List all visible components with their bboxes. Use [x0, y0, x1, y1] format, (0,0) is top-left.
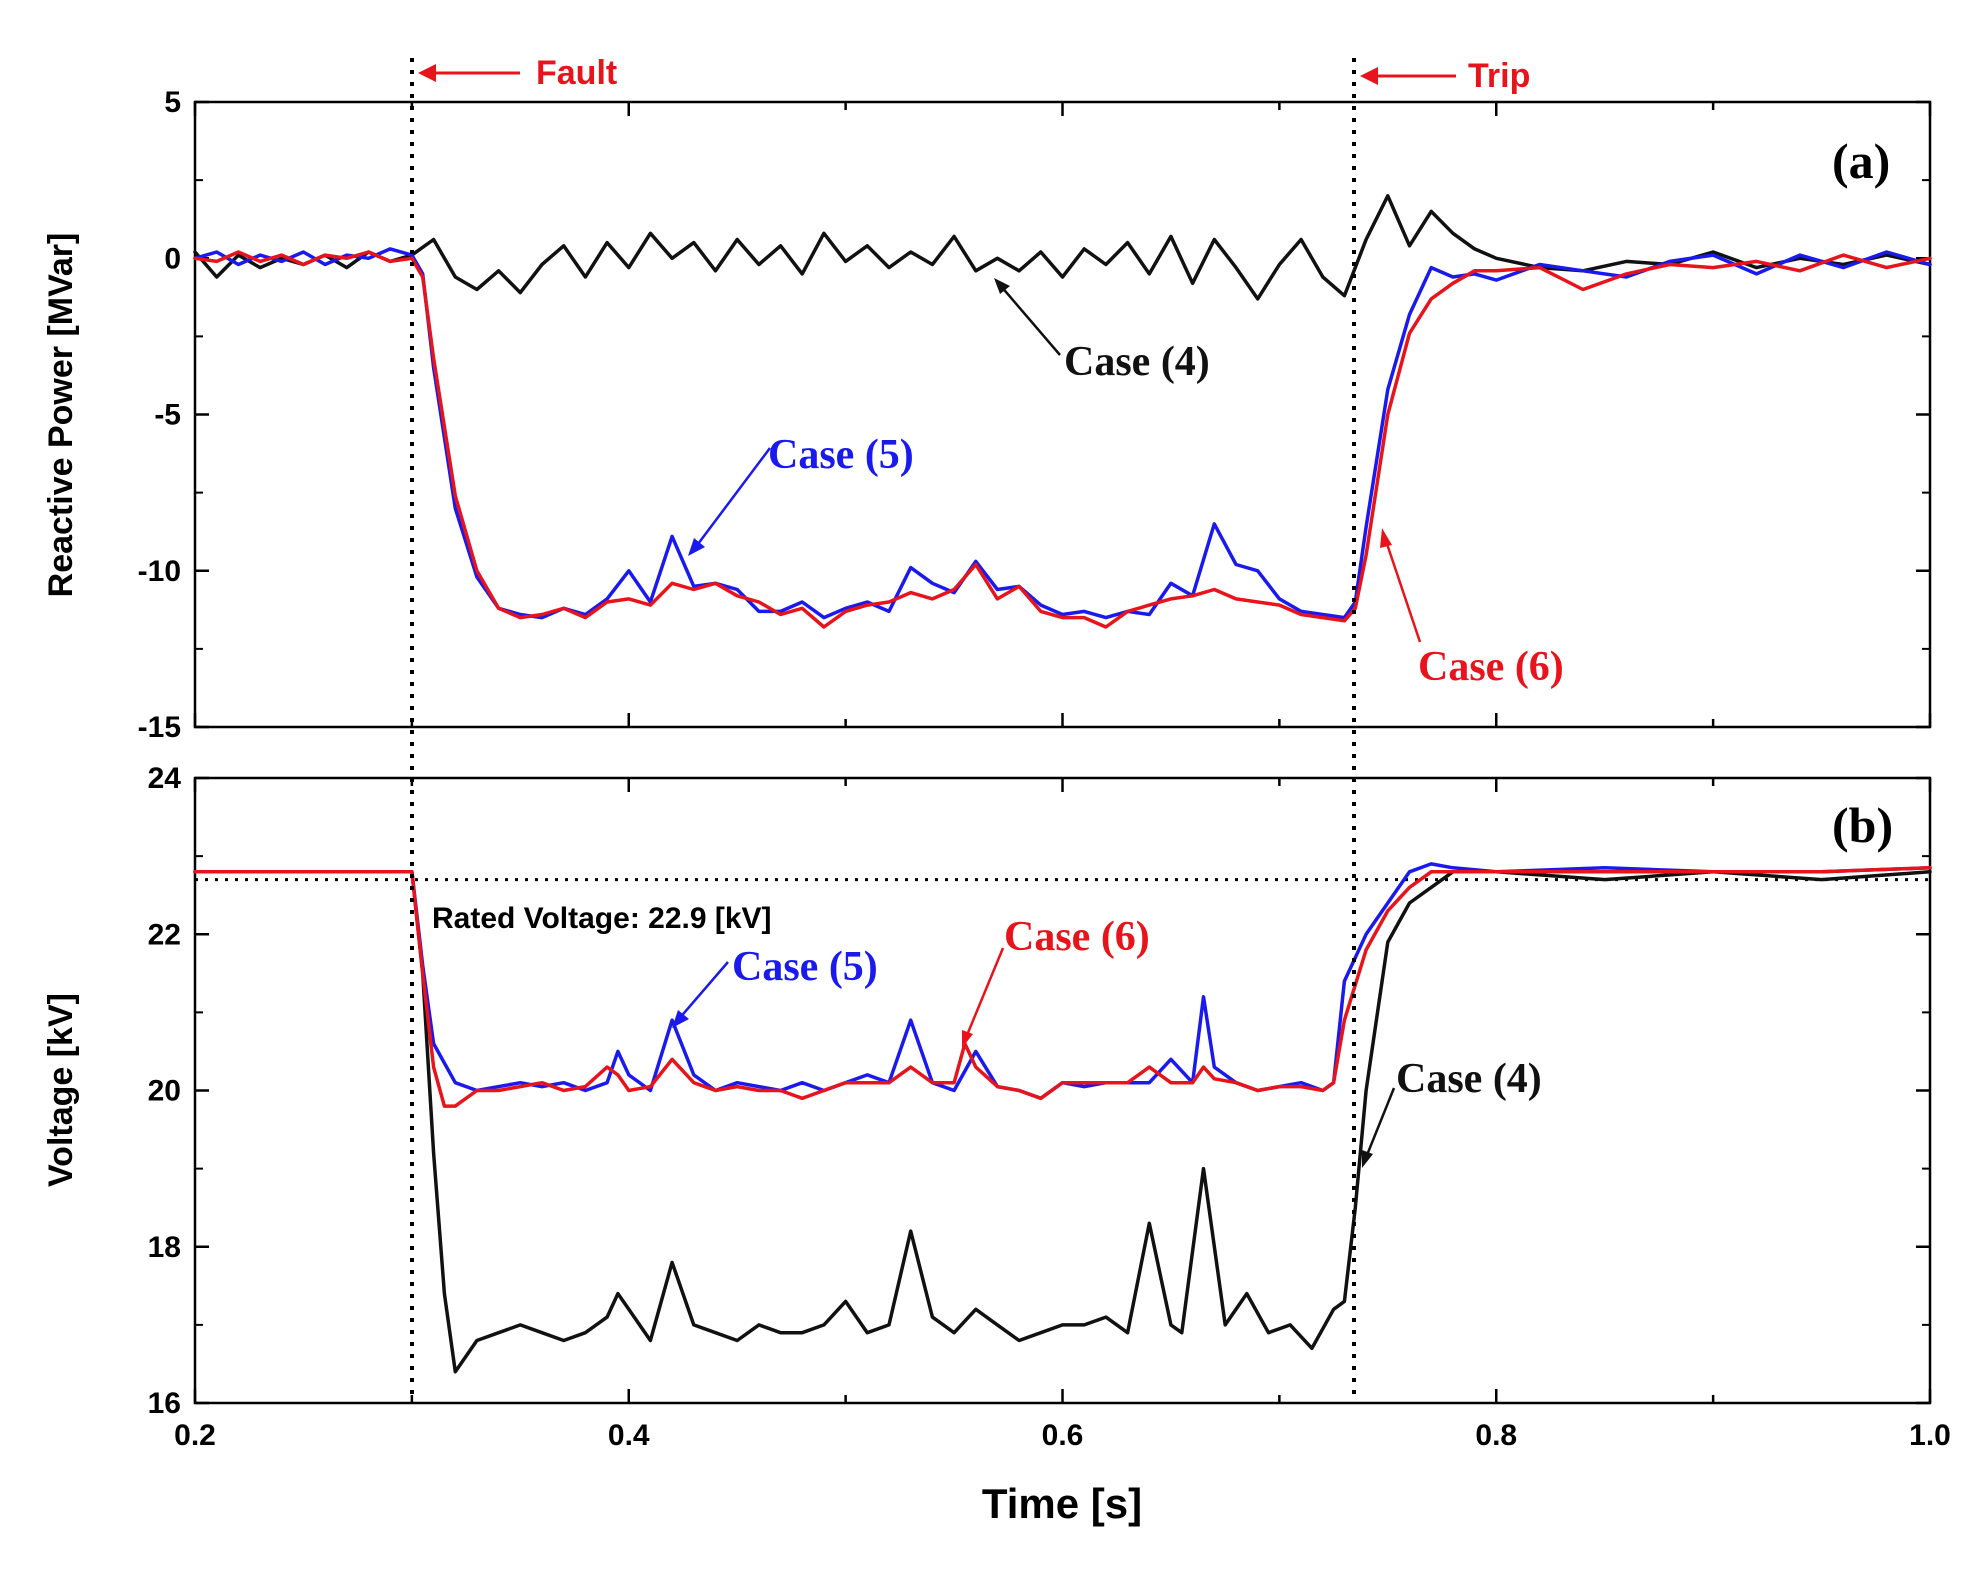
panel-a-frame: [193, 100, 1932, 729]
annotation-b-case6: Case (6): [962, 914, 1150, 1048]
x-tick-label: 1.0: [1909, 1419, 1951, 1452]
y-tick-label: -15: [138, 711, 181, 744]
y-tick-label: 5: [164, 86, 181, 119]
series-line-case4: [193, 870, 1932, 1374]
series-line-case6: [193, 866, 1932, 1108]
fault-event-marker: Fault: [418, 54, 617, 92]
panel-a-ylabel: Reactive Power [MVar]: [42, 233, 80, 598]
y-tick-label: 16: [148, 1387, 181, 1420]
annotation-a-case4: Case (4): [994, 278, 1210, 385]
y-tick-label: -10: [138, 555, 181, 588]
annotation-b-case5: Case (5): [672, 944, 878, 1028]
x-tick-label: 0.6: [1042, 1419, 1084, 1452]
annotation-b-case4-text: Case (4): [1396, 1056, 1542, 1102]
annotation-b-case5-text: Case (5): [732, 944, 878, 990]
annotation-b-case6-text: Case (6): [1004, 914, 1150, 960]
panel-b-ylabel: Voltage [kV]: [42, 993, 80, 1187]
y-tick-label: 24: [148, 762, 182, 795]
y-tick-label: 0: [164, 242, 181, 275]
fault-label: Fault: [536, 54, 617, 92]
series-line-case4: [193, 194, 1932, 301]
annotation-a-case4-text: Case (4): [1064, 339, 1210, 385]
series-line-case6: [193, 250, 1932, 629]
y-tick-label: 18: [148, 1231, 181, 1264]
annotation-a-case6-text: Case (6): [1418, 644, 1564, 690]
x-tick-label: 0.4: [608, 1419, 650, 1452]
rated-voltage-label: Rated Voltage: 22.9 [kV]: [432, 902, 772, 935]
series-line-case5: [193, 862, 1932, 1101]
y-tick-label: 20: [148, 1075, 181, 1108]
annotation-a-case5: Case (5): [688, 432, 914, 556]
annotation-a-case5-text: Case (5): [768, 432, 914, 478]
x-tick-label: 0.2: [174, 1419, 216, 1452]
trip-label: Trip: [1468, 57, 1530, 95]
panel-a-ticks: -15 -10 -5 0 5: [138, 86, 1932, 744]
x-tick-label: 0.8: [1475, 1419, 1517, 1452]
x-axis-label: Time [s]: [982, 1480, 1142, 1527]
y-tick-label: 22: [148, 918, 181, 951]
annotation-b-case4: Case (4): [1362, 1056, 1542, 1168]
series-line-case5: [193, 247, 1932, 620]
y-tick-label: -5: [154, 399, 181, 432]
panel-b-ticks: 16 18 20 22 24 0.2 0.4 0.6 0.8 1.0: [148, 762, 1951, 1452]
panel-b-label: (b): [1832, 797, 1893, 853]
panel-a-series: [193, 194, 1932, 629]
panel-b-series: [193, 862, 1932, 1374]
trip-event-marker: Trip: [1360, 57, 1530, 95]
panel-a-label: (a): [1832, 133, 1890, 189]
annotation-a-case6: Case (6): [1380, 528, 1564, 690]
